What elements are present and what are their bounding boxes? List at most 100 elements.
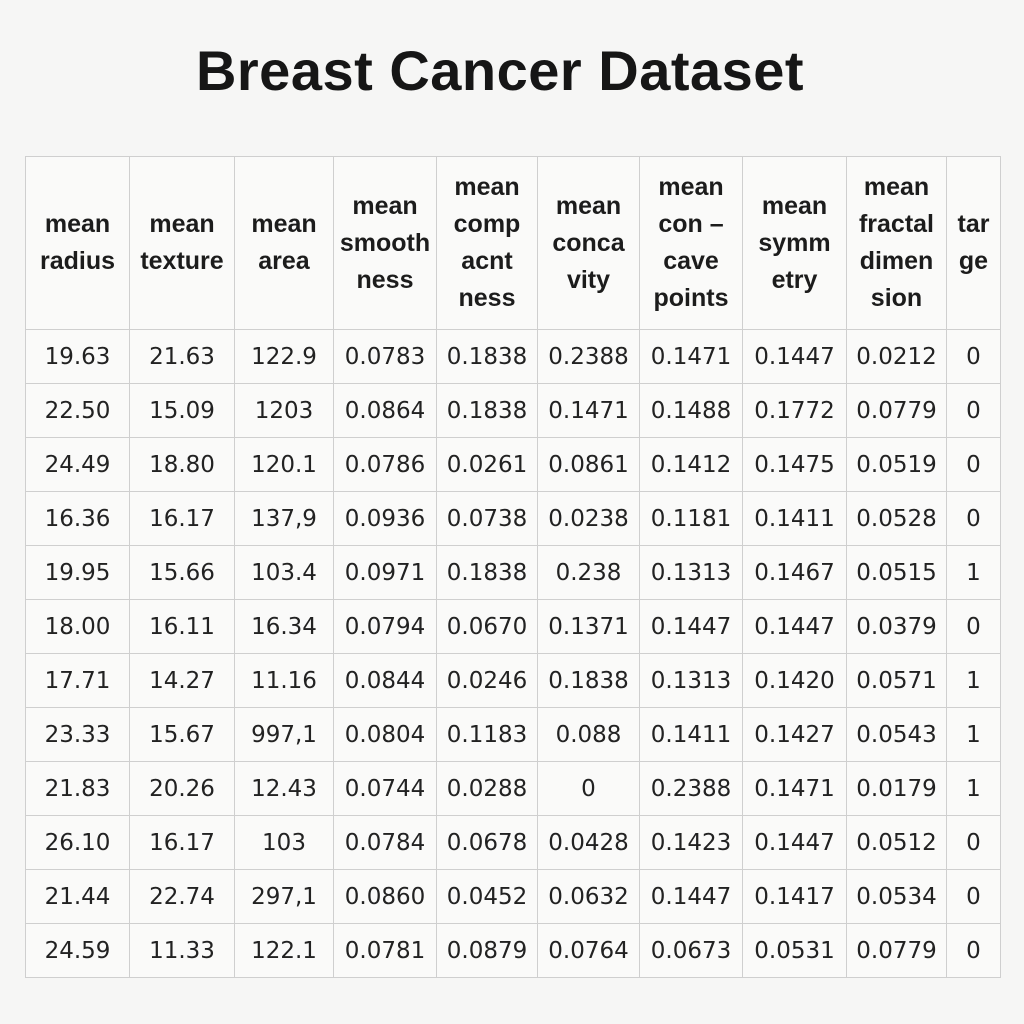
table-cell: 0.0738 [436,491,538,546]
column-header-fractal-dimension: mean fractal dimen sion [846,156,947,330]
table-cell: 16.11 [129,599,235,654]
table-row: 24.49 18.80 120.1 0.0786 0.0261 0.0861 0.1412 0… [25,437,1001,492]
table-cell: 22.50 [25,383,130,438]
column-header-line: ge [958,247,989,275]
column-header-line: dimen [859,247,934,275]
column-header-line: ness [356,265,414,294]
table-cell: 21.63 [129,329,235,384]
table-cell: 997,1 [234,707,334,762]
column-header-line: mean [658,173,724,201]
table-cell: 0.0804 [333,707,437,762]
table-cell: 0.2388 [639,761,743,816]
column-header-concavity: mean conca vity [537,156,640,330]
column-header-line: etry [771,265,818,294]
table-cell: 0.1313 [639,545,743,600]
column-header-line: sion [870,284,923,312]
column-header-line: conca [552,228,625,257]
table-cell: 0.1420 [742,653,847,708]
column-header-radius: mean radius [25,156,130,330]
column-header-line: texture [140,247,224,275]
table-cell: 18.80 [129,437,235,492]
table-cell: 0.1423 [639,815,743,870]
table-cell: 0.1838 [537,653,640,708]
table-cell: 103.4 [234,545,334,600]
column-header-target: tar ge [946,156,1001,330]
table-body: 19.63 21.63 122.9 0.0783 0.1838 0.2388 0.1471 0… [25,329,1001,978]
table-cell: 14.27 [129,653,235,708]
table-cell: 120.1 [234,437,334,492]
column-header-line: cave [663,247,719,275]
column-header-smoothness: mean smooth ness [333,156,437,330]
column-header-compactness: mean comp acnt ness [436,156,538,330]
table-cell: 0.0744 [333,761,437,816]
table-cell: 0 [946,383,1001,438]
table-cell: 0.1371 [537,599,640,654]
column-header-concave-points: mean con – cave points [639,156,743,330]
column-header-line: mean [44,210,111,238]
table-cell: 0.0212 [846,329,947,384]
column-header-line: radius [39,247,116,275]
table-cell: 0.0531 [742,923,847,978]
table-cell: 0.1417 [742,869,847,924]
column-header-texture: mean texture [129,156,235,330]
column-header-line: con – [658,210,724,238]
table-cell: 23.33 [25,707,130,762]
table-cell: 0.0261 [436,437,538,492]
column-header-line: mean [863,173,930,201]
table-cell: 15.67 [129,707,235,762]
table-cell: 0.088 [537,707,640,762]
table-cell: 0.0794 [333,599,437,654]
table-cell: 12.43 [234,761,334,816]
table-cell: 24.59 [25,923,130,978]
table-cell: 0.0543 [846,707,947,762]
table-cell: 0.0864 [333,383,437,438]
table-cell: 0.0571 [846,653,947,708]
data-table: mean radius mean texture mean area mean smooth n… [25,156,1001,978]
column-header-line: points [653,284,729,312]
table-cell: 0.1471 [537,383,640,438]
column-header-line: acnt [461,247,513,275]
table-cell: 0.1447 [639,599,743,654]
table-cell: 22.74 [129,869,235,924]
table-cell: 0.1412 [639,437,743,492]
table-cell: 0.1181 [639,491,743,546]
table-cell: 0.0786 [333,437,437,492]
table-row: 22.50 15.09 1203 0.0864 0.1838 0.1471 0.1488 0.… [25,383,1001,438]
table-cell: 16.17 [129,815,235,870]
table-cell: 0.1447 [639,869,743,924]
column-header-line: comp [453,210,521,238]
table-cell: 0.1488 [639,383,743,438]
table-cell: 0 [946,329,1001,384]
table-cell: 0.0783 [333,329,437,384]
table-row: 16.36 16.17 137,9 0.0936 0.0738 0.0238 0.1181 0… [25,491,1001,546]
table-cell: 297,1 [234,869,334,924]
table-cell: 0.1838 [436,383,538,438]
table-cell: 0 [946,815,1001,870]
table-cell: 1 [946,545,1001,600]
table-row: 19.95 15.66 103.4 0.0971 0.1838 0.238 0.1313 0.… [25,545,1001,600]
table-cell: 0.0879 [436,923,538,978]
table-cell: 0.2388 [537,329,640,384]
header-row: mean radius mean texture mean area mean smooth n… [25,156,1001,330]
table-cell: 0.0515 [846,545,947,600]
table-cell: 17.71 [25,653,130,708]
table-cell: 0.1411 [742,491,847,546]
column-header-line: mean [454,173,520,201]
table-cell: 0.1447 [742,329,847,384]
table-row: 24.59 11.33 122.1 0.0781 0.0879 0.0764 0.0673 0… [25,923,1001,978]
table-cell: 1 [946,761,1001,816]
table-cell: 1203 [234,383,334,438]
table-cell: 0 [946,491,1001,546]
table-row: 21.83 20.26 12.43 0.0744 0.0288 0 0.2388 0.1471… [25,761,1001,816]
table-cell: 0.1183 [436,707,538,762]
table-cell: 24.49 [25,437,130,492]
table-cell: 0.0179 [846,761,947,816]
table-cell: 0.1838 [436,545,538,600]
table-cell: 0.0781 [333,923,437,978]
table-cell: 0.1467 [742,545,847,600]
table-cell: 0.0784 [333,815,437,870]
column-header-line: smooth [339,228,431,257]
table-row: 26.10 16.17 103 0.0784 0.0678 0.0428 0.1423 0.1… [25,815,1001,870]
table-row: 18.00 16.11 16.34 0.0794 0.0670 0.1371 0.1447 0… [25,599,1001,654]
column-header-line: vity [566,265,611,294]
